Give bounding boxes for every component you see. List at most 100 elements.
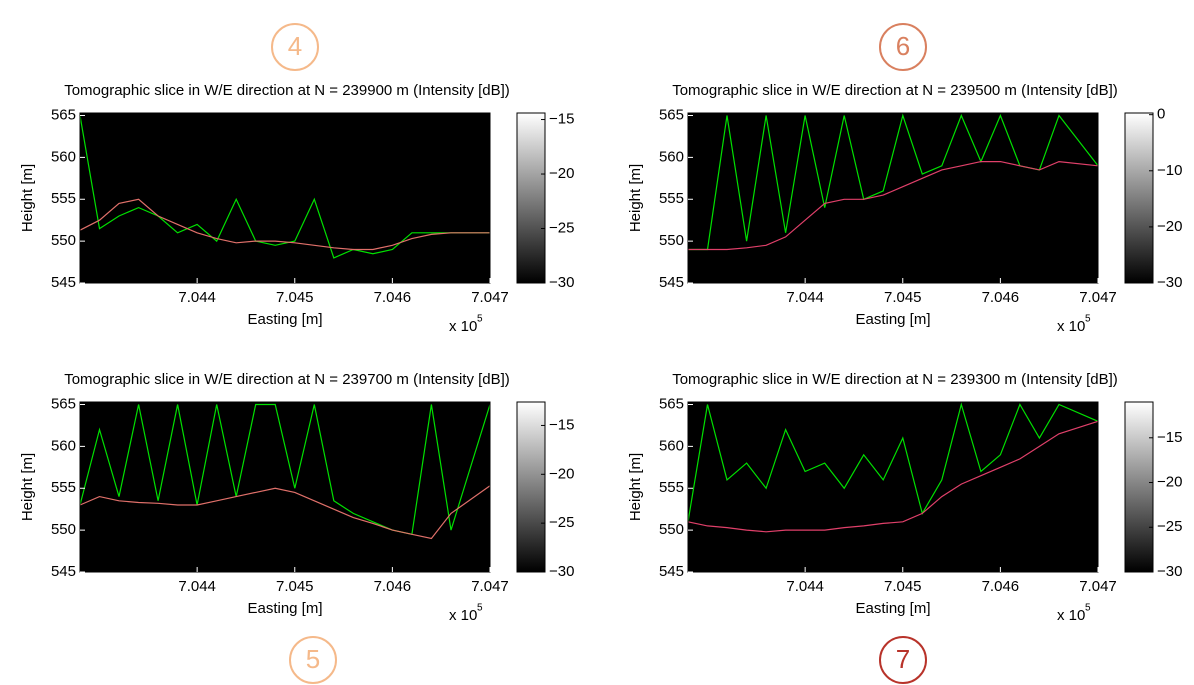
chart-title: Tomographic slice in W/E direction at N … — [64, 371, 510, 388]
x-tick-label: 7.045 — [276, 289, 314, 306]
x-tick-label: 7.047 — [471, 289, 509, 306]
annotation-circle — [879, 636, 927, 684]
x-multiplier: x 10 — [1057, 607, 1085, 624]
x-multiplier-exponent: 5 — [1085, 314, 1091, 325]
x-tick-label: 7.045 — [884, 578, 922, 595]
plot-frame — [79, 112, 491, 284]
colorbar — [516, 112, 546, 284]
x-multiplier: x 10 — [1057, 318, 1085, 335]
plot-area — [688, 402, 1098, 572]
chart-title: Tomographic slice in W/E direction at N … — [64, 82, 510, 99]
x-tick-label: 7.046 — [982, 289, 1020, 306]
y-tick-label: 545 — [659, 563, 684, 580]
plot-area — [688, 113, 1098, 283]
colorbar-tick-label: −15 — [1157, 429, 1182, 446]
annotation: 5 — [306, 644, 320, 674]
x-tick-label: 7.046 — [982, 578, 1020, 595]
data-line — [79, 115, 490, 259]
y-axis-label: Height [m] — [19, 453, 36, 521]
y-tick-label: 560 — [659, 148, 684, 165]
x-multiplier-exponent: 5 — [477, 314, 483, 325]
panel: Tomographic slice in W/E direction at N … — [19, 23, 574, 335]
colorbar-tick-label: −20 — [1157, 473, 1182, 490]
colorbar-tick-label: −15 — [549, 416, 574, 433]
y-tick-label: 550 — [659, 232, 684, 249]
x-tick-label: 7.044 — [178, 289, 216, 306]
colorbar-tick-label: −25 — [1157, 518, 1182, 535]
annotation: 7 — [896, 644, 910, 674]
y-tick-label: 560 — [51, 148, 76, 165]
x-multiplier: x 10 — [449, 318, 477, 335]
colorbar — [1124, 401, 1154, 573]
y-tick-label: 555 — [51, 479, 76, 496]
colorbar-tick-label: −30 — [549, 563, 574, 580]
x-axis-label: Easting [m] — [247, 311, 322, 328]
plot-area — [80, 402, 490, 572]
chart-title: Tomographic slice in W/E direction at N … — [672, 371, 1118, 388]
x-tick-label: 7.045 — [884, 289, 922, 306]
y-tick-label: 555 — [51, 190, 76, 207]
y-tick-label: 560 — [659, 437, 684, 454]
data-line — [688, 160, 1099, 251]
colorbar-tick-label: −30 — [1157, 274, 1182, 291]
colorbar — [516, 401, 546, 573]
x-multiplier: x 10 — [449, 607, 477, 624]
y-axis-label: Height [m] — [627, 453, 644, 521]
chart-title: Tomographic slice in W/E direction at N … — [672, 82, 1118, 99]
x-tick-label: 7.044 — [178, 578, 216, 595]
colorbar-tick-label: −20 — [549, 465, 574, 482]
y-tick-label: 555 — [659, 190, 684, 207]
y-axis-label: Height [m] — [627, 164, 644, 232]
x-tick-label: 7.044 — [786, 289, 824, 306]
colorbar-tick-label: −30 — [549, 274, 574, 291]
colorbar-tick-label: −20 — [1157, 218, 1182, 235]
y-tick-label: 565 — [659, 395, 684, 412]
plot-frame — [687, 401, 1099, 573]
x-tick-label: 7.046 — [374, 578, 412, 595]
annotation: 6 — [896, 31, 910, 61]
data-line — [687, 402, 1099, 522]
plot-frame — [687, 112, 1099, 284]
x-multiplier-exponent: 5 — [477, 603, 483, 614]
y-tick-label: 565 — [51, 395, 76, 412]
y-tick-label: 550 — [51, 521, 76, 538]
colorbar-tick-label: −10 — [1157, 162, 1182, 179]
y-tick-label: 550 — [51, 232, 76, 249]
colorbar-tick-label: −25 — [549, 514, 574, 531]
x-tick-label: 7.047 — [471, 578, 509, 595]
y-axis-label: Height [m] — [19, 164, 36, 232]
annotation-circle — [271, 23, 319, 71]
annotation-circle — [879, 23, 927, 71]
plot-area — [80, 113, 490, 283]
y-tick-label: 550 — [659, 521, 684, 538]
annotation-circle — [289, 636, 337, 684]
y-tick-label: 545 — [51, 274, 76, 291]
colorbar-tick-label: −15 — [549, 111, 574, 128]
x-tick-label: 7.045 — [276, 578, 314, 595]
y-tick-label: 565 — [659, 106, 684, 123]
y-tick-label: 545 — [659, 274, 684, 291]
colorbar-tick-label: −20 — [549, 165, 574, 182]
data-line — [688, 113, 1099, 251]
annotation: 4 — [288, 31, 302, 61]
y-tick-label: 555 — [659, 479, 684, 496]
colorbar — [1124, 112, 1154, 284]
colorbar-tick-label: 0 — [1157, 106, 1165, 123]
data-line — [687, 420, 1099, 533]
colorbar-tick-label: −30 — [1157, 563, 1182, 580]
y-tick-label: 560 — [51, 437, 76, 454]
panel: Tomographic slice in W/E direction at N … — [19, 371, 574, 684]
data-line — [79, 485, 491, 540]
x-tick-label: 7.044 — [786, 578, 824, 595]
x-tick-label: 7.047 — [1079, 578, 1117, 595]
x-multiplier-exponent: 5 — [1085, 603, 1091, 614]
x-axis-label: Easting [m] — [855, 600, 930, 617]
y-tick-label: 565 — [51, 106, 76, 123]
colorbar-tick-label: −25 — [549, 219, 574, 236]
plot-frame — [79, 401, 491, 573]
panel: Tomographic slice in W/E direction at N … — [627, 23, 1182, 335]
data-line — [79, 198, 490, 251]
panel: Tomographic slice in W/E direction at N … — [627, 371, 1182, 684]
